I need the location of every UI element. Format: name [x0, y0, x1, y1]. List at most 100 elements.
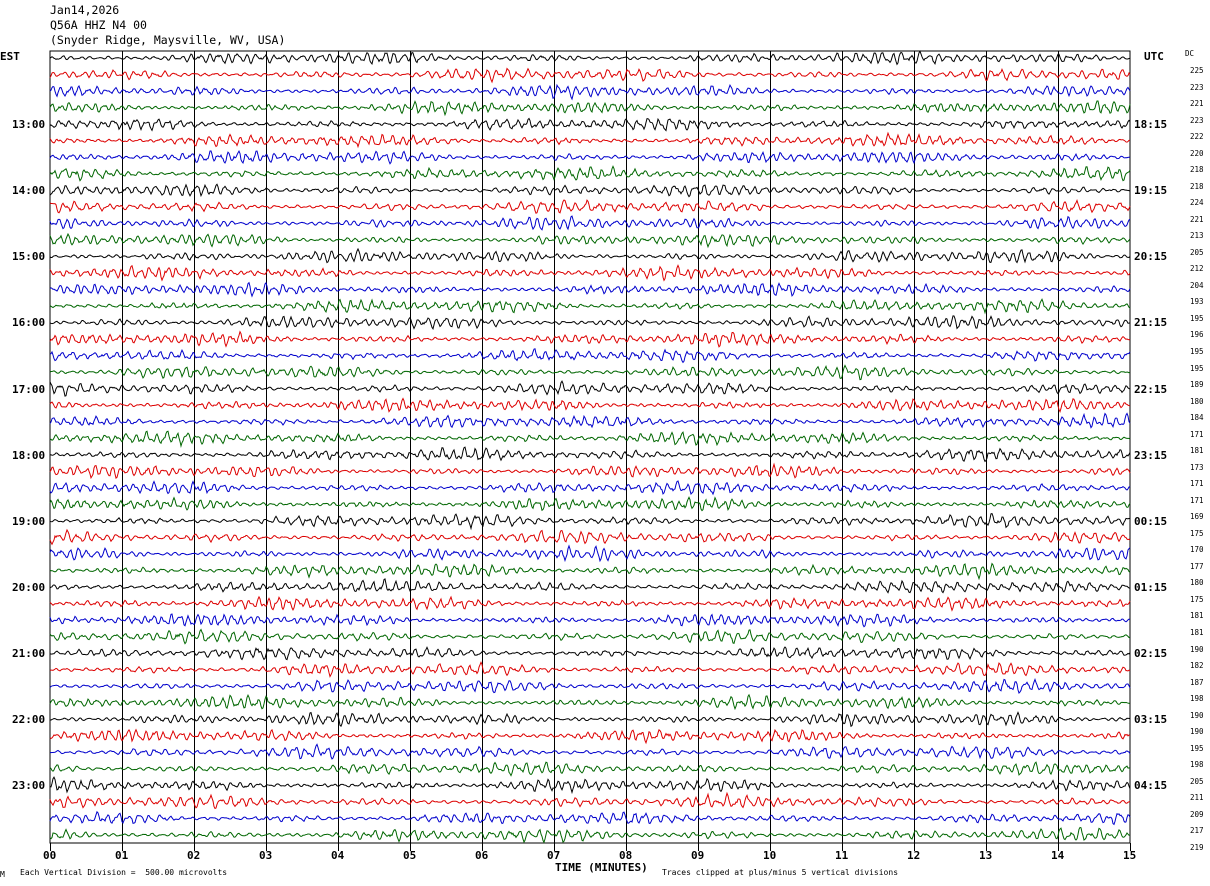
x-tick-label: 12: [907, 849, 921, 862]
right-axis-label: UTC: [1144, 50, 1164, 63]
dc-offset-label: 182: [1190, 661, 1204, 671]
trace-line: [49, 397, 1131, 414]
trace-line: [49, 776, 1131, 795]
dc-offset-label: 211: [1190, 793, 1204, 803]
trace-line: [49, 528, 1131, 546]
dc-offset-label: 171: [1190, 479, 1204, 489]
trace-line: [49, 183, 1131, 198]
trace-line: [49, 348, 1131, 364]
x-tick-label: 08: [619, 849, 633, 862]
dc-offset-label: 198: [1190, 760, 1204, 770]
trace-line: [49, 430, 1131, 448]
dc-offset-label: 217: [1190, 826, 1204, 836]
x-tick-label: 04: [331, 849, 345, 862]
trace-line: [49, 480, 1131, 496]
dc-offset-label: 189: [1190, 380, 1204, 390]
dc-offset-label: 177: [1190, 561, 1204, 571]
trace-line: [49, 826, 1131, 844]
dc-offset-label: 175: [1190, 594, 1204, 604]
est-hour-label: 18:00: [12, 448, 46, 462]
x-tick-label: 13: [979, 849, 993, 862]
trace-line: [49, 810, 1131, 826]
trace-line: [49, 100, 1131, 117]
dc-offset-label: 169: [1190, 512, 1204, 522]
trace-line: [49, 446, 1131, 463]
dc-offset-label: 220: [1190, 148, 1204, 158]
trace-line: [49, 215, 1131, 231]
station-location: (Snyder Ridge, Maysville, WV, USA): [50, 33, 286, 47]
x-tick-label: 06: [475, 849, 489, 862]
trace-line: [49, 298, 1131, 315]
trace-line: [49, 728, 1131, 745]
trace-line: [49, 83, 1131, 101]
dc-offset-label: 181: [1190, 611, 1204, 621]
trace-line: [49, 232, 1131, 249]
dc-offset-label: 204: [1190, 280, 1204, 290]
dc-offset-label: 223: [1190, 82, 1204, 92]
dc-offset-label: 223: [1190, 115, 1204, 125]
trace-line: [49, 412, 1131, 429]
dc-offset-label: 221: [1190, 99, 1204, 109]
plot-date: Jan14,2026: [50, 3, 120, 17]
dc-offset-label: 198: [1190, 694, 1204, 704]
dc-offset-label: 175: [1190, 528, 1204, 538]
x-axis-label: TIME (MINUTES): [555, 861, 648, 874]
dc-offset-label: 221: [1190, 214, 1204, 224]
utc-hour-label: 01:15: [1134, 580, 1168, 594]
trace-line: [49, 743, 1131, 760]
trace-line: [49, 131, 1131, 149]
dc-offset-label: 218: [1190, 165, 1204, 175]
dc-offset-label: 170: [1190, 545, 1204, 555]
trace-line: [49, 628, 1131, 645]
trace-line: [49, 562, 1131, 581]
station-code: Q56A HHZ N4 00: [50, 18, 147, 32]
est-hour-label: 20:00: [12, 580, 46, 594]
dc-offset-label: 218: [1190, 181, 1204, 191]
dc-offset-label: 219: [1190, 842, 1204, 852]
x-tick-label: 00: [43, 849, 57, 862]
est-hour-label: 21:00: [12, 647, 46, 661]
utc-hour-label: 19:15: [1134, 184, 1168, 198]
trace-line: [49, 50, 1131, 66]
utc-hour-label: 04:15: [1134, 779, 1168, 793]
trace-line: [49, 330, 1131, 348]
x-tick-label: 15: [1123, 849, 1137, 862]
est-hour-label: 13:00: [12, 118, 46, 132]
dc-offset-label: 213: [1190, 231, 1204, 241]
trace-line: [49, 693, 1131, 711]
x-tick-label: 03: [259, 849, 273, 862]
trace-line: [49, 544, 1131, 563]
clip-note: Traces clipped at plus/minus 5 vertical …: [662, 868, 899, 877]
x-tick-label: 07: [547, 849, 561, 862]
trace-line: [49, 165, 1131, 182]
trace-line: [49, 496, 1131, 512]
trace-line: [49, 149, 1131, 165]
trace-line: [49, 711, 1131, 728]
trace-line: [49, 281, 1131, 298]
utc-hour-label: 21:15: [1134, 316, 1168, 330]
utc-hour-label: 20:15: [1134, 250, 1168, 264]
left-axis-label: EST: [0, 50, 20, 63]
dc-offset-label: 209: [1190, 809, 1204, 819]
utc-hour-label: 03:15: [1134, 713, 1168, 727]
utc-hour-label: 22:15: [1134, 382, 1168, 396]
trace-line: [49, 646, 1131, 661]
trace-line: [49, 117, 1131, 132]
x-tick-label: 11: [835, 849, 849, 862]
est-hour-label: 17:00: [12, 382, 46, 396]
scale-note: Each Vertical Division = 500.00 microvol…: [20, 868, 228, 877]
dc-offset-label: 195: [1190, 743, 1204, 753]
dc-offset-label: 212: [1190, 264, 1204, 274]
dc-offset-label: 225: [1190, 66, 1204, 75]
dc-offset-label: 195: [1190, 363, 1204, 373]
trace-line: [49, 67, 1131, 84]
trace-line: [49, 595, 1131, 612]
dc-offset-label: 180: [1190, 396, 1204, 406]
utc-hour-label: 18:15: [1134, 118, 1168, 132]
dc-offset-label: 190: [1190, 710, 1204, 720]
dc-offset-label: 190: [1190, 644, 1204, 654]
utc-hour-label: 00:15: [1134, 514, 1168, 528]
dc-label: DC: [1185, 49, 1195, 58]
dc-offset-label: 171: [1190, 495, 1204, 505]
trace-line: [49, 613, 1131, 628]
